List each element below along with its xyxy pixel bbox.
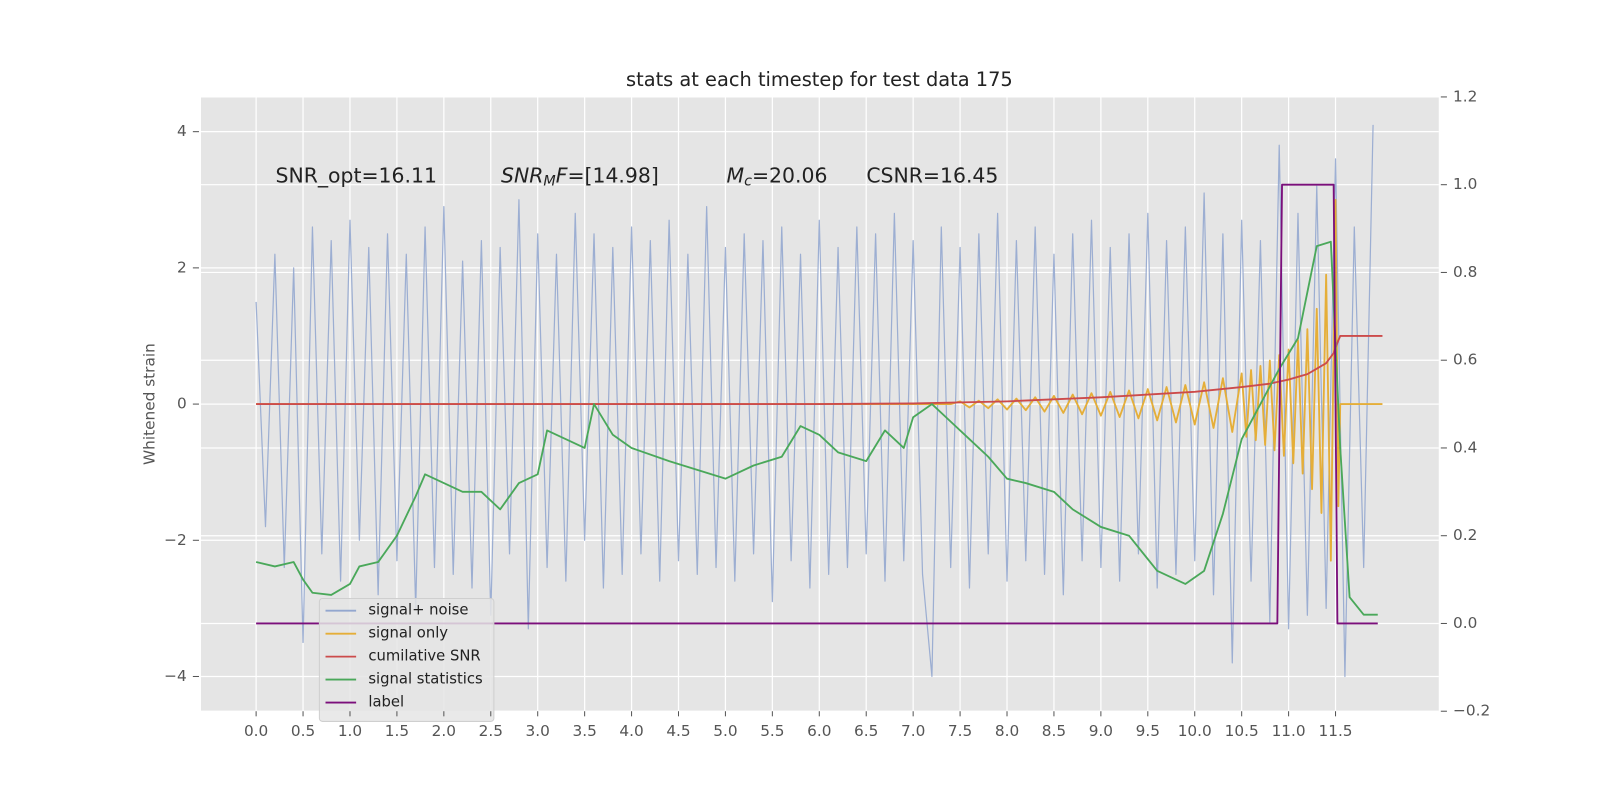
series-line <box>256 183 1378 625</box>
legend-label: signal+ noise <box>368 602 468 619</box>
legend-label: cumilative SNR <box>368 648 480 665</box>
annotation: CSNR=16.45 <box>866 164 998 188</box>
y2-tick-label: 1.2 <box>1453 87 1477 105</box>
legend-label: signal statistics <box>368 671 482 688</box>
annotation-text: =[14.98] <box>567 164 658 188</box>
chart-title: stats at each timestep for test data 175 <box>626 68 1013 91</box>
x-tick-label: 7.5 <box>948 722 972 740</box>
annotation-text: =20.06 <box>752 164 827 188</box>
x-tick-label: 5.0 <box>713 722 737 740</box>
x-tick-label: 5.5 <box>760 722 784 740</box>
y-tick-label: −2 <box>164 531 187 549</box>
x-tick-label: 6.5 <box>854 722 878 740</box>
annotation-text: F <box>556 164 568 188</box>
x-tick-label: 9.5 <box>1136 722 1160 740</box>
y-tick-label: 4 <box>177 122 187 140</box>
legend-box <box>318 597 495 722</box>
x-tick-label: 10.0 <box>1178 722 1212 740</box>
annotation-text: SNR_opt=16.11 <box>276 164 437 189</box>
y-tick-label: 0 <box>177 395 187 413</box>
annotation-text: SNR <box>501 164 543 188</box>
y2-tick-label: 1.0 <box>1453 175 1477 193</box>
legend-label: label <box>368 694 404 711</box>
y2-tick-label: 0.4 <box>1453 438 1477 456</box>
x-tick-label: 9.0 <box>1089 722 1113 740</box>
x-tick-label: 8.5 <box>1042 722 1066 740</box>
x-tick-label: 11.0 <box>1272 722 1306 740</box>
x-tick-label: 3.0 <box>526 722 550 740</box>
x-tick-label: 4.0 <box>619 722 643 740</box>
y-tick-label: 2 <box>177 258 187 276</box>
legend: signal+ noise signal only cumilative SNR si… <box>318 597 495 722</box>
y2-tick-label: 0.8 <box>1453 263 1477 281</box>
annotation: SNR_opt=16.11 <box>276 164 437 189</box>
x-tick-label: 2.5 <box>479 722 503 740</box>
x-tick-label: 6.0 <box>807 722 831 740</box>
series-line <box>256 198 1383 562</box>
x-tick-label: 10.5 <box>1225 722 1259 740</box>
annotation-text: CSNR=16.45 <box>866 164 998 188</box>
x-tick-label: 1.0 <box>338 722 362 740</box>
y2-tick-label: 0.2 <box>1453 526 1477 544</box>
x-tick-label: 11.5 <box>1318 722 1352 740</box>
x-tick-label: 8.0 <box>995 722 1019 740</box>
y-axis-label: Whitened strain <box>141 343 159 465</box>
y2-tick-label: −0.2 <box>1453 702 1490 720</box>
x-tick-label: 0.0 <box>244 722 268 740</box>
marks <box>255 124 1383 678</box>
annotation-text: M <box>727 164 745 188</box>
x-tick-label: 7.0 <box>901 722 925 740</box>
annotation-subscript: M <box>543 174 555 190</box>
legend-label: signal only <box>368 625 448 642</box>
x-tick-label: 0.5 <box>291 722 315 740</box>
x-tick-label: 1.5 <box>385 722 409 740</box>
x-tick-label: 2.0 <box>432 722 456 740</box>
annotation-subscript: c <box>744 174 752 190</box>
series-line <box>255 240 1378 616</box>
annotation: SNRMF=[14.98] <box>501 164 659 190</box>
annotation: Mc=20.06 <box>727 164 828 190</box>
x-tick-label: 4.5 <box>666 722 690 740</box>
y-tick-label: −4 <box>164 667 187 685</box>
x-tick-label: 3.5 <box>572 722 596 740</box>
y2-tick-label: 0.0 <box>1453 614 1477 632</box>
y2-tick-label: 0.6 <box>1453 351 1477 369</box>
